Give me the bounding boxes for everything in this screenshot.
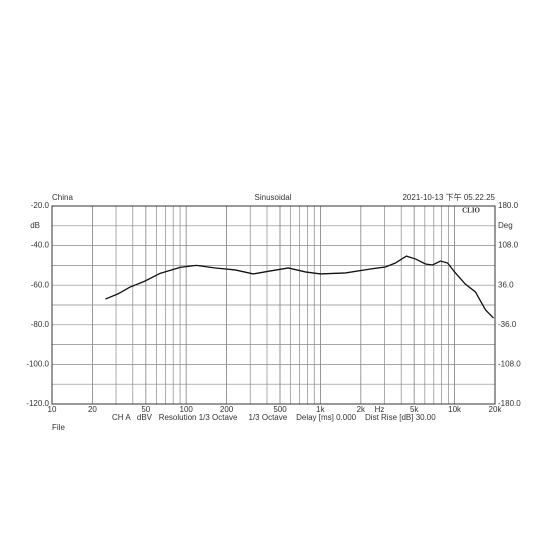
chart-title: Sinusoidal <box>255 193 292 202</box>
x-tick-label: 2k <box>357 405 366 414</box>
y2-tick-label: 108.0 <box>498 241 519 250</box>
y2-axis-label: Deg <box>498 221 513 230</box>
y-tick-label: -20.0 <box>31 201 50 210</box>
y-tick-label: -100.0 <box>26 360 49 369</box>
footer: CH A dBV Resolution 1/3 Octave 1/3 Octav… <box>112 413 436 422</box>
y2-tick-label: -108.0 <box>498 360 521 369</box>
plot-frame <box>51 205 496 405</box>
y-tick-label: -40.0 <box>31 241 50 250</box>
x-tick-label: 20k <box>489 405 503 414</box>
x-tick-label: 20 <box>88 405 97 414</box>
x-tick-label: 5k <box>410 405 419 414</box>
y2-tick-label: -180.0 <box>498 399 521 408</box>
response-curve <box>105 255 494 319</box>
y2-tick-label: -36.0 <box>498 320 517 329</box>
y2-tick-label: 36.0 <box>498 280 514 289</box>
brand: CLIO <box>462 207 480 215</box>
y2-tick-label: 180.0 <box>498 201 519 210</box>
header-left: China <box>52 193 73 202</box>
x-tick-label: 500 <box>273 405 287 414</box>
x-tick-label: 1k <box>316 405 325 414</box>
y-tick-label: -80.0 <box>31 320 50 329</box>
header-right: 2021-10-13 下午 05.22.25 <box>402 192 495 202</box>
x-tick-label: 10k <box>448 405 462 414</box>
x-axis-label: Hz <box>375 405 385 414</box>
y-axis-label: dB <box>30 221 40 230</box>
x-tick-label: 100 <box>180 405 194 414</box>
y-tick-label: -120.0 <box>26 399 49 408</box>
file-label: File <box>52 423 65 432</box>
x-tick-label: 50 <box>141 405 150 414</box>
y-tick-label: -60.0 <box>31 280 50 289</box>
x-tick-label: 10 <box>48 405 57 414</box>
x-tick-label: 200 <box>220 405 234 414</box>
